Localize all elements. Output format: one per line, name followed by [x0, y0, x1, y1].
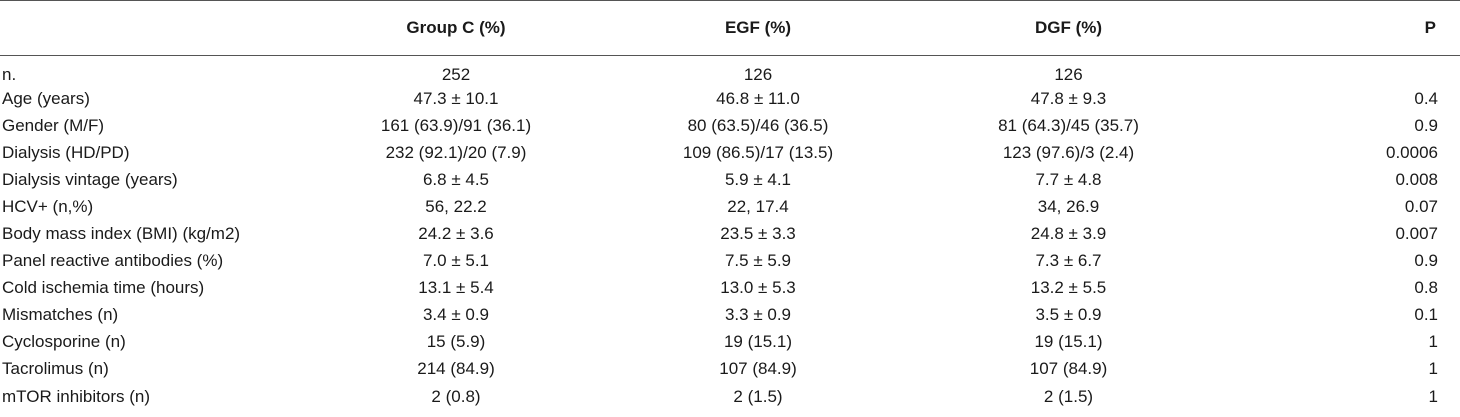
- table-row: Cold ischemia time (hours) 13.1 ± 5.4 13.0…: [0, 275, 1460, 302]
- group-c-value: 15 (5.9): [426, 332, 486, 352]
- table-row: n. 252 126 126: [0, 56, 1460, 86]
- dgf-value: 7.7 ± 4.8: [1035, 169, 1102, 189]
- dgf-value: 107 (84.9): [1029, 359, 1108, 379]
- dgf-value: 126: [1054, 65, 1083, 84]
- group-c-value: 232 (92.1)/20 (7.9): [385, 142, 527, 162]
- table-header: Group C (%) EGF (%) DGF (%) P: [0, 0, 1460, 56]
- table-row: Body mass index (BMI) (kg/m2) 24.2 ± 3.6 2…: [0, 220, 1460, 247]
- group-c-value: 56, 22.2: [425, 196, 487, 216]
- egf-value: 13.0 ± 5.3: [720, 278, 796, 298]
- p-value: 0.9: [1414, 251, 1438, 271]
- row-label: mTOR inhibitors (n): [2, 386, 150, 406]
- group-c-value: 2 (0.8): [431, 386, 481, 406]
- header-cell-label: [0, 0, 310, 56]
- egf-value: 126: [743, 65, 773, 84]
- p-value: 0.8: [1414, 278, 1438, 298]
- table-row: Mismatches (n) 3.4 ± 0.9 3.3 ± 0.9 3.5 ± 0.…: [0, 302, 1460, 329]
- dgf-value: 123 (97.6)/3 (2.4): [1002, 142, 1135, 162]
- row-label: Tacrolimus (n): [2, 359, 109, 379]
- dgf-value: 34, 26.9: [1037, 196, 1100, 216]
- group-c-value: 47.3 ± 10.1: [413, 88, 499, 108]
- dgf-value: 3.5 ± 0.9: [1035, 305, 1102, 325]
- p-value: 0.007: [1395, 224, 1438, 244]
- dgf-value: 7.3 ± 6.7: [1035, 251, 1102, 271]
- group-c-value: 6.8 ± 4.5: [422, 169, 490, 189]
- table-row: Panel reactive antibodies (%) 7.0 ± 5.1 7.…: [0, 248, 1460, 275]
- row-label: Body mass index (BMI) (kg/m2): [2, 224, 241, 244]
- egf-value: 23.5 ± 3.3: [720, 224, 796, 244]
- egf-value: 7.5 ± 5.9: [724, 251, 792, 271]
- p-value: 0.07: [1404, 196, 1438, 216]
- dgf-value: 81 (64.3)/45 (35.7): [998, 115, 1139, 135]
- dgf-value: 19 (15.1): [1034, 332, 1103, 352]
- p-value: 0.9: [1414, 115, 1438, 135]
- p-value: 0.008: [1395, 169, 1438, 189]
- header-row: Group C (%) EGF (%) DGF (%) P: [0, 0, 1460, 56]
- p-value: 0.4: [1414, 88, 1438, 108]
- row-label: Dialysis vintage (years): [2, 169, 178, 189]
- dgf-value: 13.2 ± 5.5: [1030, 278, 1107, 298]
- table-row: Cyclosporine (n) 15 (5.9) 19 (15.1) 19 (15.…: [0, 329, 1460, 356]
- group-c-value: 7.0 ± 5.1: [422, 251, 490, 271]
- table-row: HCV+ (n,%) 56, 22.2 22, 17.4 34, 26.9 0.07: [0, 193, 1460, 220]
- table-row: mTOR inhibitors (n) 2 (0.8) 2 (1.5) 2 (1.5)…: [0, 383, 1460, 410]
- row-label: Cyclosporine (n): [2, 332, 126, 352]
- p-value: 0.0006: [1386, 142, 1438, 162]
- table-row: Dialysis vintage (years) 6.8 ± 4.5 5.9 ± 4…: [0, 166, 1460, 193]
- egf-value: 3.3 ± 0.9: [724, 305, 792, 325]
- group-c-value: 3.4 ± 0.9: [422, 305, 490, 325]
- egf-value: 109 (86.5)/17 (13.5): [682, 142, 834, 162]
- egf-value: 22, 17.4: [727, 196, 789, 216]
- dgf-value: 2 (1.5): [1043, 386, 1094, 406]
- p-value: [1223, 56, 1460, 86]
- table-row: Age (years) 47.3 ± 10.1 46.8 ± 11.0 47.8 ± …: [0, 85, 1460, 112]
- p-value: 0.1: [1414, 305, 1438, 325]
- egf-value: 46.8 ± 11.0: [716, 88, 800, 108]
- group-c-value: 161 (63.9)/91 (36.1): [380, 115, 532, 135]
- table-body: n. 252 126 126 Age (years) 47.3 ± 10.1 46.8 ± …: [0, 56, 1460, 411]
- group-c-value: 252: [441, 65, 471, 84]
- header-cell-dgf: DGF (%): [914, 0, 1223, 56]
- egf-value: 19 (15.1): [723, 332, 793, 352]
- group-c-value: 13.1 ± 5.4: [418, 278, 494, 298]
- group-c-value: 214 (84.9): [417, 359, 495, 379]
- table-row: Dialysis (HD/PD) 232 (92.1)/20 (7.9) 109 (…: [0, 139, 1460, 166]
- row-label: n.: [2, 65, 17, 84]
- egf-value: 107 (84.9): [719, 359, 797, 379]
- group-c-value: 24.2 ± 3.6: [418, 224, 494, 244]
- row-label: HCV+ (n,%): [2, 196, 94, 216]
- row-label: Gender (M/F): [2, 115, 105, 135]
- row-label: Cold ischemia time (hours): [2, 278, 205, 298]
- p-value: 1: [1428, 359, 1438, 379]
- egf-value: 2 (1.5): [733, 386, 783, 406]
- row-label: Panel reactive antibodies (%): [2, 251, 224, 271]
- table-row: Tacrolimus (n) 214 (84.9) 107 (84.9) 107 (8…: [0, 356, 1460, 383]
- dgf-value: 24.8 ± 3.9: [1030, 224, 1107, 244]
- header-cell-egf: EGF (%): [602, 0, 914, 56]
- egf-value: 80 (63.5)/46 (36.5): [687, 115, 829, 135]
- row-label: Dialysis (HD/PD): [2, 142, 130, 162]
- row-label: Age (years): [2, 88, 90, 108]
- dgf-value: 47.8 ± 9.3: [1030, 88, 1107, 108]
- egf-value: 5.9 ± 4.1: [724, 169, 792, 189]
- header-cell-p: P: [1223, 0, 1460, 56]
- p-value: 1: [1428, 386, 1438, 406]
- header-cell-group-c: Group C (%): [310, 0, 602, 56]
- row-label: Mismatches (n): [2, 305, 119, 325]
- p-value: 1: [1428, 332, 1438, 352]
- table-row: Gender (M/F) 161 (63.9)/91 (36.1) 80 (63.5…: [0, 112, 1460, 139]
